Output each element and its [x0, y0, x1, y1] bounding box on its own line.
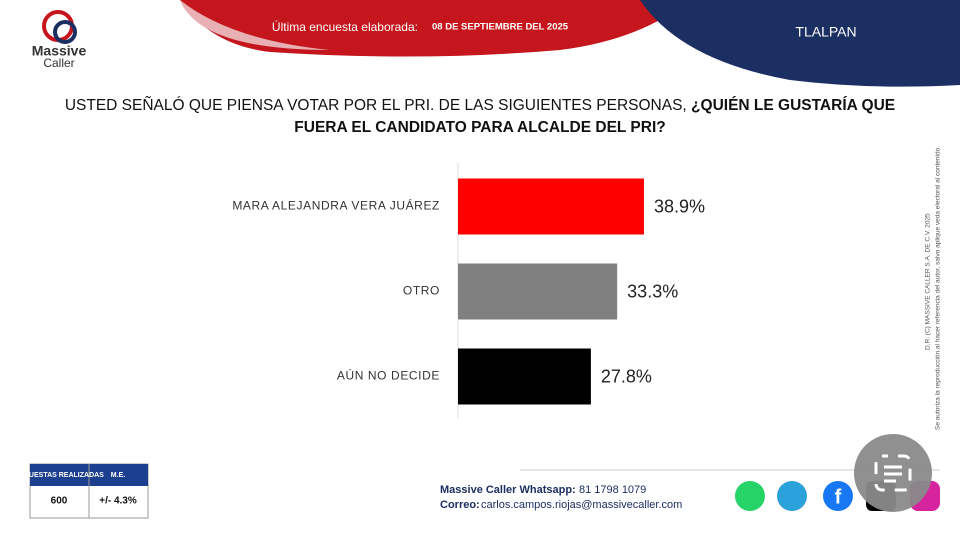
logo-text: Massive [32, 43, 87, 59]
logo-text: Caller [43, 56, 74, 70]
value-label: 33.3% [627, 281, 678, 301]
email: carlos.campos.riojas@massivecaller.com [481, 499, 682, 511]
title-lead: USTED SEÑALÓ QUE PIENSA VOTAR POR EL PRI… [64, 97, 692, 114]
telegram-icon[interactable] [777, 481, 807, 511]
category-label: AÚN NO DECIDE [337, 368, 440, 383]
bars: MARA ALEJANDRA VERA JUÁREZ 38.9% OTRO 33.3%… [232, 178, 705, 405]
bar [458, 263, 618, 320]
table-header: ENCUESTAS REALIZADAS [14, 472, 104, 479]
logo-ring [53, 20, 77, 44]
category-label: MARA ALEJANDRA VERA JUÁREZ [232, 198, 440, 213]
facebook-glyph: f [835, 486, 842, 508]
header-shade [180, 0, 330, 50]
lens-glyph [874, 454, 912, 492]
category-label: OTRO [403, 284, 440, 298]
table-cell: +/- 4.3% [99, 496, 137, 507]
email-label: Correo: [440, 499, 480, 511]
value-label: 27.8% [601, 366, 652, 386]
title-question: ¿QUIÉN LE GUSTARÍA QUE FUERA EL CANDIDAT… [294, 97, 896, 136]
whatsapp-icon[interactable] [735, 481, 765, 511]
region-band [640, 0, 960, 87]
whatsapp-number: 81 1798 1079 [579, 484, 646, 496]
chart-title: USTED SEÑALÓ QUE PIENSA VOTAR POR EL PRI… [50, 95, 910, 139]
bar [458, 348, 591, 405]
region: TLALPAN [795, 24, 856, 40]
last-survey-label: Última encuesta elaborada: [272, 19, 418, 34]
table-cell: 600 [51, 496, 68, 507]
copyright: D.R. (C) MASSIVE CALLER S.A. DE C.V. 202… [925, 213, 932, 350]
table-header: M.E. [111, 472, 125, 479]
last-survey-date: 08 DE SEPTIEMBRE DEL 2025 [432, 22, 569, 33]
whatsapp-label: Massive Caller Whatsapp: [440, 484, 576, 496]
bar [458, 178, 644, 235]
facebook-icon[interactable] [823, 481, 853, 511]
notice: Se autoriza la reproducción al hacer ref… [935, 146, 942, 430]
header-band [180, 0, 690, 57]
value-label: 38.9% [654, 196, 705, 216]
